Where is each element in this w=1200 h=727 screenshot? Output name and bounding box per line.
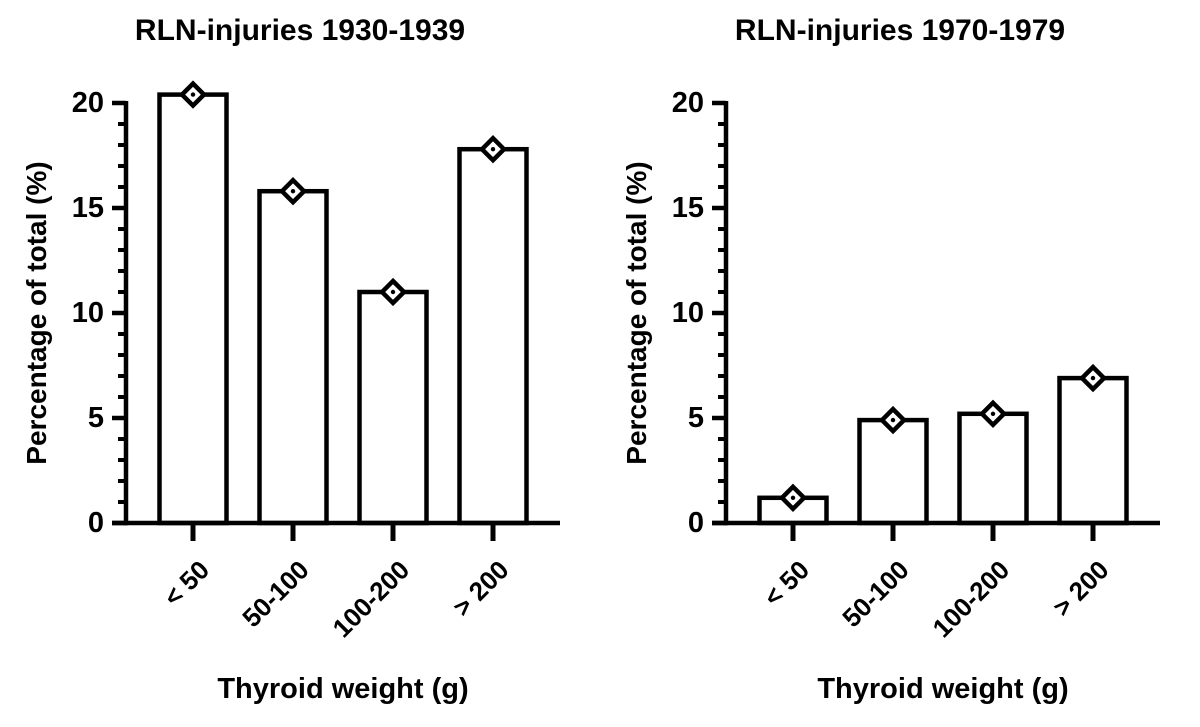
y-tick-label: 5 xyxy=(687,402,704,434)
bar xyxy=(1057,375,1129,526)
bar xyxy=(857,417,929,526)
bar xyxy=(957,411,1029,526)
y-tick-label: 15 xyxy=(671,192,704,224)
x-axis-label: Thyroid weight (g) xyxy=(217,673,469,705)
bar xyxy=(157,92,229,526)
marker-center-dot xyxy=(290,189,296,194)
marker-center-dot xyxy=(890,417,896,423)
chart-panel-1970s: RLN-injuries 1970-1979 Percentage of tot… xyxy=(600,0,1200,727)
plot-area xyxy=(712,100,1160,541)
bar xyxy=(357,289,429,526)
y-tick-label: 10 xyxy=(671,297,704,329)
marker-center-dot xyxy=(390,289,396,295)
bar xyxy=(457,146,529,526)
plot-area xyxy=(112,80,560,541)
y-tick-label: 20 xyxy=(71,87,104,119)
bar xyxy=(257,188,329,526)
y-tick-label: 5 xyxy=(87,402,104,434)
y-tick-label: 20 xyxy=(671,87,704,119)
chart-panel-1930s: RLN-injuries 1930-1939 Percentage of tot… xyxy=(21,14,560,705)
marker-center-dot xyxy=(1090,375,1096,381)
y-tick-label: 0 xyxy=(87,507,104,539)
chart-title: RLN-injuries 1930-1939 xyxy=(134,14,466,47)
marker-center-dot xyxy=(790,495,796,500)
x-axis-label: Thyroid weight (g) xyxy=(817,673,1069,705)
y-tick-label: 0 xyxy=(687,507,704,539)
marker-center-dot xyxy=(990,411,996,416)
marker-center-dot xyxy=(490,147,496,152)
y-tick-label: 10 xyxy=(71,297,104,329)
y-tick-label: 15 xyxy=(71,192,104,224)
marker-center-dot xyxy=(190,92,196,97)
chart-title: RLN-injuries 1970-1979 xyxy=(734,14,1066,47)
